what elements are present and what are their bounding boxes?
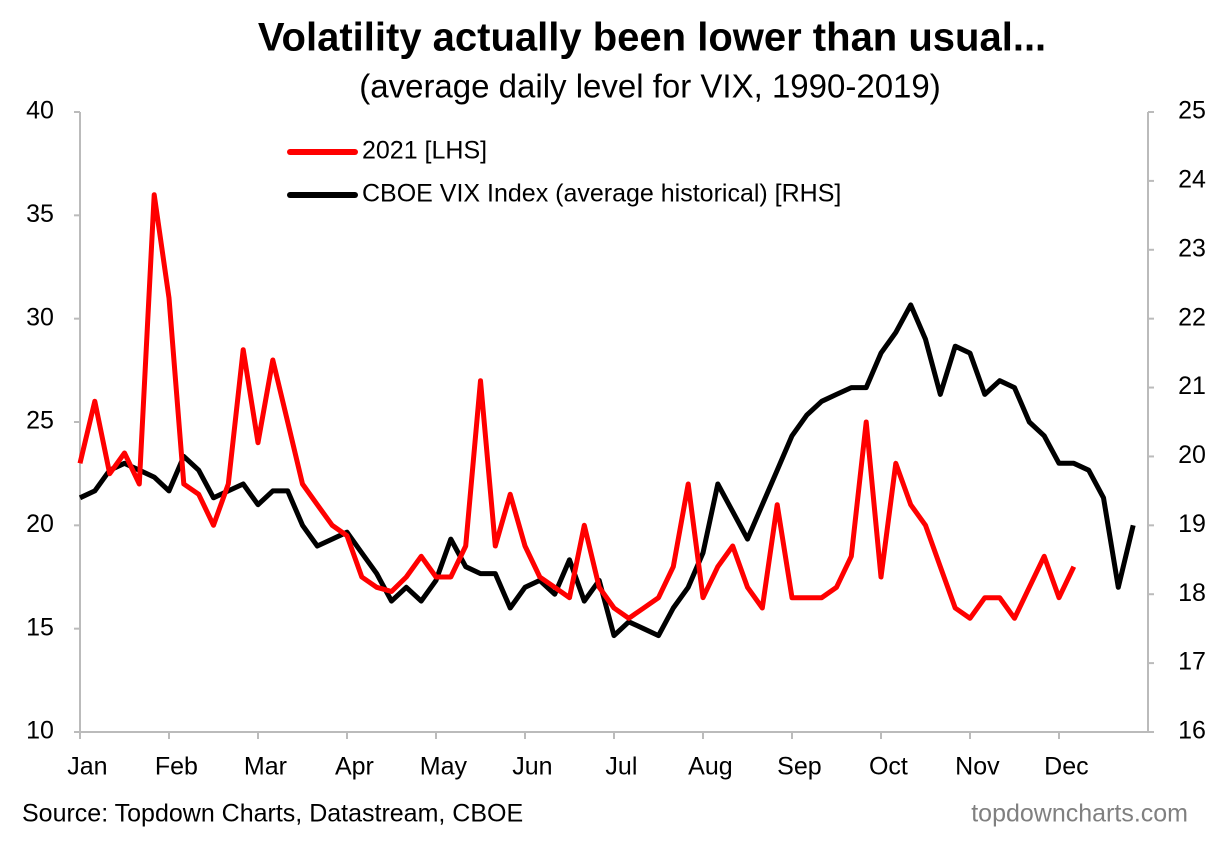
source: Source: Topdown Charts, Datastream, CBOE — [22, 800, 523, 828]
y2-tick-label: 21 — [1178, 372, 1206, 400]
legend-label: 2021 [LHS] — [362, 137, 487, 165]
y2-tick-label: 16 — [1178, 717, 1206, 745]
y2-tick-label: 25 — [1178, 97, 1206, 125]
x-tick-label: Jun — [512, 753, 552, 781]
x-tick-label: Oct — [869, 753, 908, 781]
x-tick-label: Sep — [777, 753, 821, 781]
y2-tick-label: 22 — [1178, 303, 1206, 331]
y-tick-label: 15 — [26, 613, 54, 641]
y-tick-label: 35 — [26, 200, 54, 228]
x-tick-label: Feb — [155, 753, 198, 781]
x-tick-label: Aug — [688, 753, 732, 781]
x-tick-label: Apr — [335, 753, 374, 781]
x-tick-label: Jul — [605, 753, 637, 781]
x-tick-label: Jan — [67, 753, 107, 781]
chart-title: Volatility actually been lower than usua… — [258, 16, 1046, 60]
series-line — [77, 192, 1077, 621]
series-line — [78, 302, 1136, 639]
chart-subtitle: (average daily level for VIX, 1990-2019) — [359, 68, 941, 105]
y-tick-label: 10 — [26, 717, 54, 745]
y2-tick-label: 18 — [1178, 579, 1206, 607]
legend-label: CBOE VIX Index (average historical) [RHS… — [362, 180, 841, 208]
x-tick-label: Dec — [1044, 753, 1088, 781]
y2-tick-label: 20 — [1178, 441, 1206, 469]
y-tick-label: 20 — [26, 510, 54, 538]
y2-tick-label: 23 — [1178, 234, 1206, 262]
x-tick-label: Nov — [955, 753, 1000, 781]
y2-tick-label: 19 — [1178, 510, 1206, 538]
y2-tick-label: 17 — [1178, 648, 1206, 676]
y-tick-label: 30 — [26, 303, 54, 331]
x-tick-label: May — [420, 753, 468, 781]
y2-tick-label: 24 — [1178, 165, 1206, 193]
x-tick-label: Mar — [244, 753, 287, 781]
y-tick-label: 25 — [26, 407, 54, 435]
watermark: topdowncharts.com — [971, 800, 1188, 828]
y-tick-label: 40 — [26, 97, 54, 125]
